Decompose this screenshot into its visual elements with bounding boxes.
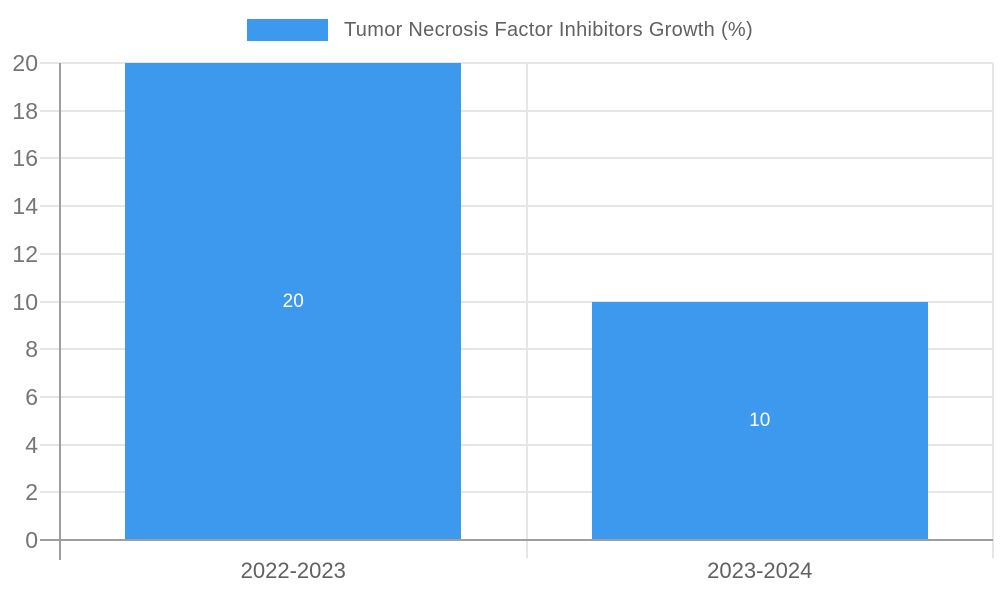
y-tick-label: 20: [12, 50, 38, 76]
y-tick: [40, 252, 60, 255]
y-tick-label: 4: [25, 431, 38, 458]
y-tick: [40, 300, 60, 303]
y-tick-label: 6: [25, 383, 38, 410]
bar-value-label: 10: [749, 409, 771, 431]
y-tick-label: 12: [12, 240, 38, 267]
y-tick-label: 14: [12, 193, 38, 220]
category-boundary: [992, 63, 994, 558]
y-tick: [40, 348, 60, 351]
y-tick: [40, 109, 60, 112]
legend: Tumor Necrosis Factor Inhibitors Growth …: [0, 19, 1000, 41]
y-tick: [40, 205, 60, 208]
y-tick: [40, 157, 60, 160]
category-label: 2023-2024: [707, 558, 813, 583]
y-tick: [40, 491, 60, 494]
y-tick: [40, 62, 60, 64]
legend-swatch: [247, 19, 329, 41]
y-tick-label: 16: [12, 145, 38, 172]
y-tick-label: 18: [12, 97, 38, 124]
y-tick-label: 0: [25, 527, 38, 553]
y-tick-label: 10: [12, 288, 38, 315]
y-tick: [40, 395, 60, 398]
x-axis-baseline: [40, 539, 993, 541]
legend-label: Tumor Necrosis Factor Inhibitors Growth …: [344, 19, 753, 41]
y-tick: [40, 443, 60, 446]
bar: [591, 301, 928, 540]
y-axis-line: [59, 63, 61, 560]
bar: [125, 63, 462, 540]
category-label: 2022-2023: [240, 558, 346, 583]
y-tick-label: 2: [25, 479, 38, 506]
category-boundary: [525, 63, 528, 558]
bar-value-label: 20: [282, 290, 304, 312]
y-tick-label: 8: [25, 336, 38, 363]
